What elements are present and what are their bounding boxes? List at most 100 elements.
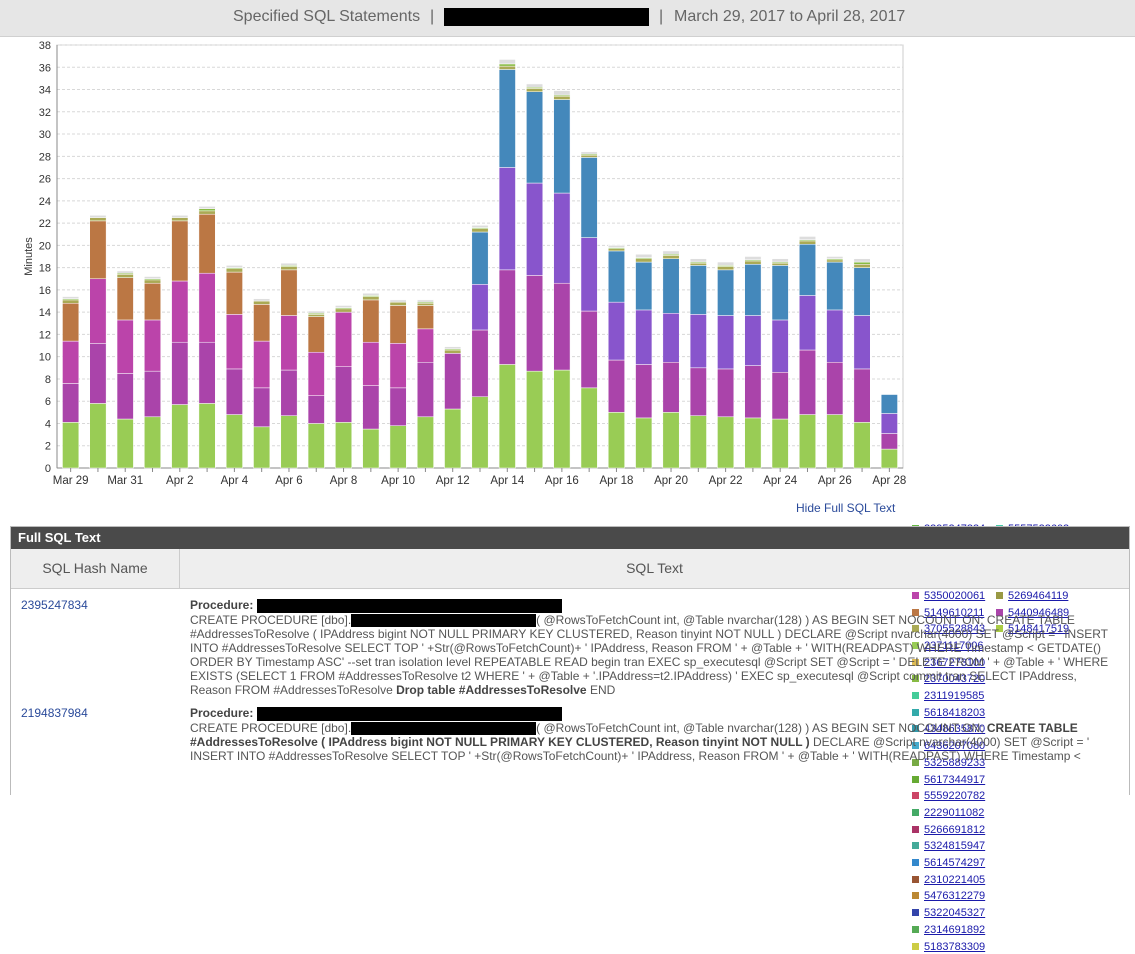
bar-segment: [307, 395, 325, 424]
bar-segment: [89, 220, 107, 280]
legend-link[interactable]: 3705528843: [924, 623, 986, 636]
bar-segment: [826, 261, 844, 311]
sql-body: ( @RowsToFetchCount int, @Table nvarchar…: [536, 720, 987, 735]
legend-swatch: [912, 925, 919, 933]
bar-segment: [198, 210, 216, 215]
bar-segment: [717, 416, 735, 469]
bar-segment: [553, 90, 571, 96]
column-header-hash[interactable]: SQL Hash Name: [11, 549, 180, 588]
bar-segment: [389, 343, 407, 389]
bar-segment: [608, 359, 625, 413]
legend-link[interactable]: 5266691812: [924, 823, 986, 836]
bar-segment: [144, 279, 161, 284]
legend-swatch: [912, 675, 919, 683]
bar-segment: [335, 422, 352, 469]
bar-segment: [416, 416, 434, 469]
legend-link[interactable]: 5149610211: [924, 606, 985, 619]
legend-link[interactable]: 6436207080: [924, 740, 986, 753]
bar-segment: [198, 272, 216, 343]
redacted-server-name: [444, 8, 649, 26]
hide-full-sql-text-link[interactable]: Hide Full SQL Text: [796, 501, 896, 515]
bar-segment: [662, 362, 680, 413]
bar-segment: [853, 422, 871, 469]
bar-segment: [62, 299, 80, 304]
bar-segment: [498, 65, 516, 70]
bar-segment: [416, 299, 434, 303]
bar-segment: [580, 310, 598, 389]
bar-segment: [389, 387, 407, 426]
bar-segment: [335, 308, 352, 313]
bar-segment: [689, 314, 707, 369]
date-range: March 29, 2017 to April 28, 2017: [674, 8, 906, 25]
create-prefix: CREATE PROCEDURE [dbo].: [190, 612, 352, 627]
bar-segment: [662, 258, 680, 314]
bar-segment: [662, 255, 680, 259]
y-tick-label: 32: [39, 107, 51, 119]
bar-segment: [144, 416, 161, 469]
legend-link[interactable]: 5440946489: [1008, 606, 1070, 619]
bar-segment: [471, 231, 489, 285]
bar-segment: [416, 362, 434, 418]
bar-segment: [717, 261, 735, 266]
legend-link[interactable]: 5476312279: [924, 890, 986, 903]
legend-link[interactable]: 5322045327: [924, 907, 986, 920]
bar-segment: [280, 315, 298, 371]
legend-swatch: [912, 859, 919, 866]
legend-swatch: [996, 591, 1003, 599]
column-header-sql[interactable]: SQL Text: [626, 560, 683, 576]
y-tick-label: 12: [39, 329, 51, 341]
legend-link[interactable]: 2370043720: [924, 673, 986, 686]
report-header: Specified SQL Statements | | March 29, 2…: [0, 0, 1135, 37]
legend-link[interactable]: 2371117006: [924, 639, 984, 652]
legend-link[interactable]: 5325889233: [924, 756, 986, 769]
legend-link[interactable]: 2310221405: [924, 873, 986, 886]
legend-link[interactable]: 2311919585: [924, 690, 985, 702]
bar-segment: [608, 245, 625, 248]
bar-segment: [198, 206, 216, 209]
legend-link[interactable]: 2367273100: [924, 656, 986, 669]
bar-segment: [89, 343, 107, 404]
bar-segment: [635, 254, 653, 258]
bar-segment: [526, 91, 544, 184]
bar-segment: [116, 319, 134, 374]
bar-segment: [253, 304, 271, 342]
bar-segment: [799, 236, 816, 241]
bar-segment: [144, 276, 161, 280]
bar-segment: [307, 423, 325, 469]
bar-segment: [362, 385, 380, 430]
bar-segment: [280, 266, 298, 271]
bar-segment: [689, 262, 707, 266]
bar-segment: [608, 301, 625, 361]
legend-link[interactable]: 5148417519: [1008, 623, 1070, 636]
y-tick-label: 26: [39, 174, 51, 186]
bar-segment: [744, 264, 762, 316]
bar-segment: [580, 154, 598, 158]
bar-segment: [717, 368, 735, 418]
legend-link[interactable]: 5183783309: [924, 940, 986, 953]
legend-link[interactable]: 5350020061: [924, 589, 986, 602]
legend-link[interactable]: 2314691892: [924, 923, 986, 936]
bar-segment: [471, 225, 489, 228]
legend-link[interactable]: 4348635870: [924, 723, 986, 736]
bar-segment: [444, 349, 462, 354]
bar-segment: [362, 299, 380, 343]
bar-segment: [744, 315, 762, 366]
y-tick-label: 14: [39, 307, 51, 319]
bar-segment: [307, 316, 325, 353]
y-tick-label: 36: [39, 62, 51, 74]
legend-link[interactable]: 2229011082: [924, 806, 985, 819]
y-tick-label: 22: [39, 218, 51, 230]
legend-link[interactable]: 5618418203: [924, 706, 986, 719]
sql-hash-link[interactable]: 2395247834: [21, 598, 88, 612]
bar-segment: [853, 368, 871, 423]
bar-segment: [444, 408, 462, 469]
y-tick-label: 20: [39, 240, 51, 252]
sql-hash-link[interactable]: 2194837984: [21, 706, 88, 720]
bar-segment: [526, 275, 544, 372]
legend-link[interactable]: 5614574297: [924, 857, 986, 869]
legend-link[interactable]: 5324815947: [924, 840, 986, 853]
bar-segment: [526, 83, 544, 88]
sql-rest: DECLARE @Script nvarchar(4000) SET @Scri…: [190, 735, 1090, 764]
legend-link[interactable]: 5617344917: [924, 773, 986, 786]
legend-link[interactable]: 5269464119: [1008, 589, 1069, 602]
